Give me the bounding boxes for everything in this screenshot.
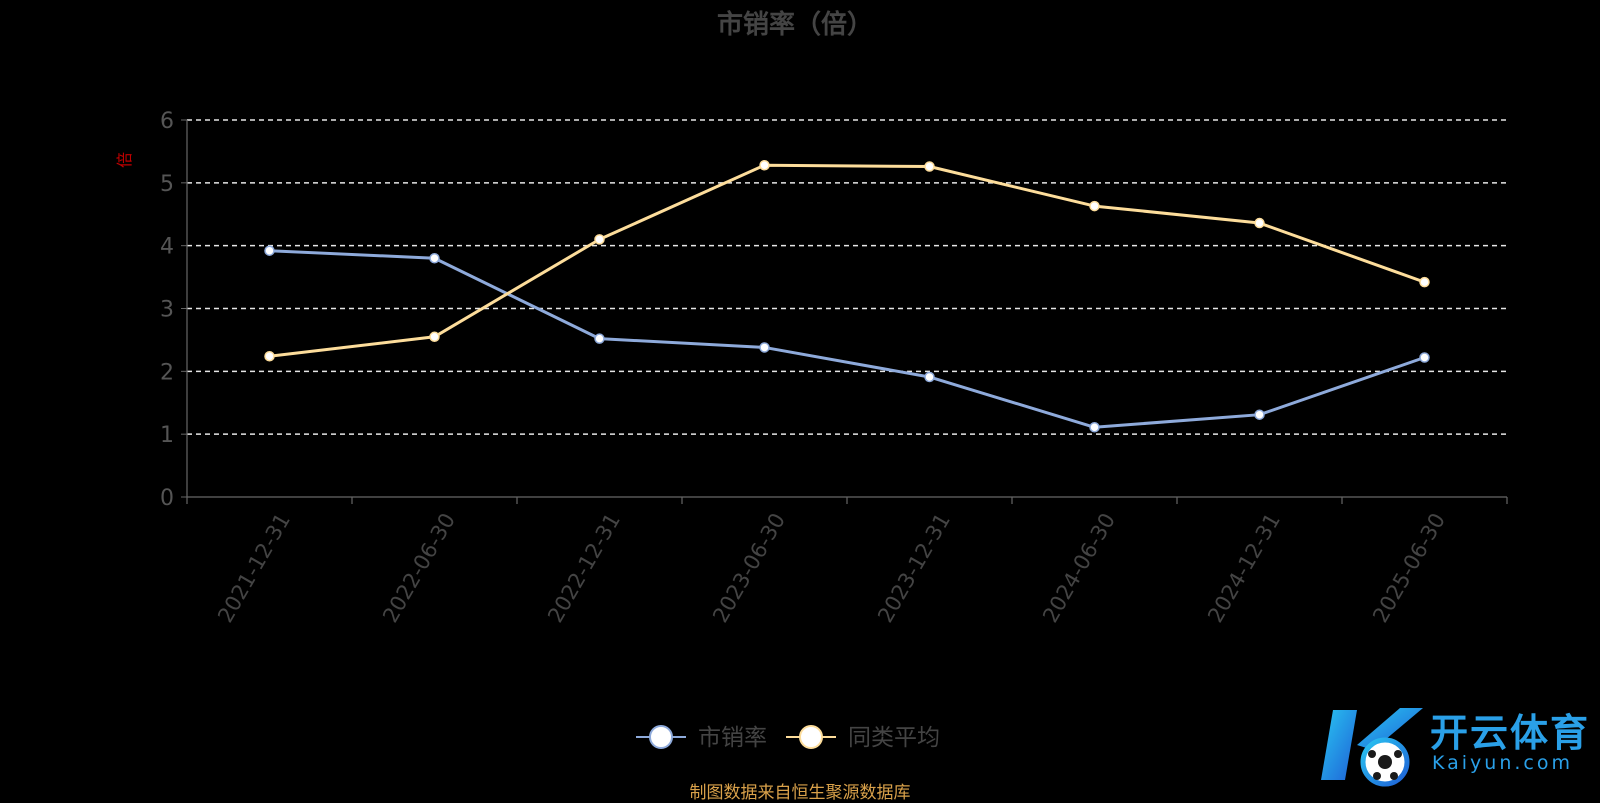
data-point[interactable]	[594, 333, 605, 344]
legend-label: 同类平均	[848, 725, 940, 751]
y-axis-label: 倍	[115, 152, 134, 168]
data-point[interactable]	[1089, 200, 1100, 212]
y-tick-label: 6	[160, 109, 174, 134]
y-tick-label: 5	[160, 172, 174, 197]
series-line-1	[269, 163, 1426, 358]
data-point[interactable]	[1089, 422, 1100, 433]
legend-marker	[649, 725, 673, 749]
legend: 市销率 同类平均	[636, 725, 940, 751]
x-tick-label: 2025-06-30	[1368, 509, 1450, 627]
data-point[interactable]	[1254, 217, 1265, 229]
chart-title: 市销率（倍）	[717, 9, 873, 40]
data-point[interactable]	[1254, 409, 1265, 420]
y-tick-label: 4	[160, 235, 174, 260]
x-tick-label: 2022-06-30	[378, 509, 460, 627]
watermark-text: 开云体育	[1430, 711, 1591, 755]
x-tick-label: 2022-12-31	[543, 509, 625, 627]
x-tick-label: 2024-06-30	[1038, 509, 1120, 627]
legend-item-1[interactable]: 同类平均	[786, 725, 940, 751]
data-point[interactable]	[759, 342, 770, 353]
legend-item-0[interactable]: 市销率	[636, 725, 767, 751]
y-tick-label: 3	[160, 298, 174, 323]
data-point[interactable]	[759, 159, 770, 171]
data-point[interactable]	[594, 234, 605, 245]
grid	[187, 119, 1507, 435]
data-source-note: 制图数据来自恒生聚源数据库	[689, 783, 911, 803]
data-point[interactable]	[429, 252, 440, 264]
watermark-logo: 开云体育 Kaiyun.com	[1315, 700, 1595, 790]
data-point[interactable]	[429, 331, 440, 343]
data-point[interactable]	[1419, 352, 1430, 363]
x-tick-label: 2023-12-31	[873, 509, 955, 627]
x-tick-label: 2024-12-31	[1203, 509, 1285, 627]
x-tick-label: 2021-12-31	[213, 509, 295, 627]
data-point[interactable]	[1419, 276, 1430, 288]
series-layer	[264, 159, 1430, 433]
y-tick-label: 1	[160, 423, 174, 448]
axes: 0 1 2 3 4 5 6 2021-12-31 2022-06-30 2022-12-31 202…	[160, 109, 1508, 627]
legend-label: 市销率	[698, 725, 767, 751]
data-point[interactable]	[264, 245, 275, 256]
data-point[interactable]	[924, 161, 935, 172]
kaiyun-logo-icon	[1321, 708, 1423, 787]
legend-marker	[799, 725, 823, 749]
y-tick-label: 2	[160, 360, 174, 385]
data-point[interactable]	[264, 351, 275, 362]
x-tick-label: 2023-06-30	[708, 509, 790, 627]
y-tick-label: 0	[160, 486, 174, 511]
data-point[interactable]	[924, 371, 935, 383]
watermark-subtext: Kaiyun.com	[1432, 752, 1573, 774]
series-line-0	[269, 249, 1425, 429]
